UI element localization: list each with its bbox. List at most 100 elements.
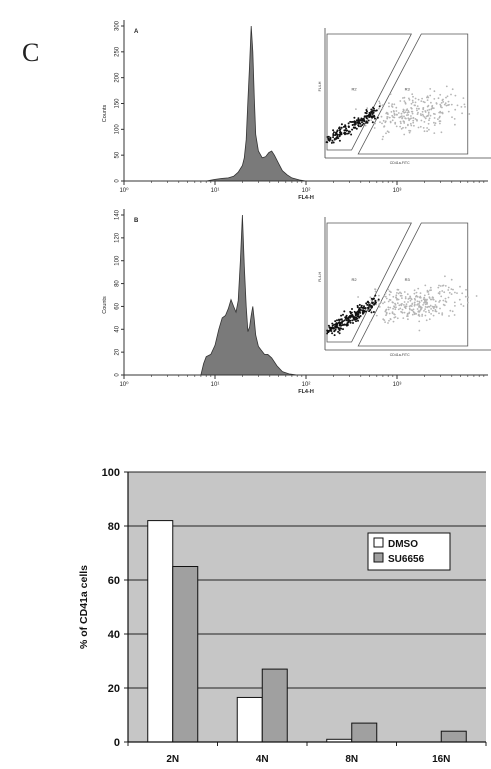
- x-tick-label: 10⁰: [119, 187, 129, 194]
- dot-r3: [402, 317, 405, 319]
- dot-r3: [413, 297, 416, 300]
- dot-r3: [464, 295, 467, 298]
- dot-r3: [395, 125, 398, 128]
- dot-r3: [454, 94, 457, 97]
- dot-r2: [351, 128, 354, 131]
- dot-r3: [460, 106, 463, 108]
- dot-r3: [384, 321, 386, 323]
- x-tick-label: 10⁰: [119, 381, 129, 388]
- dot-r3: [460, 303, 462, 306]
- dot-r3: [447, 100, 450, 103]
- y-tick-label: 0: [115, 179, 121, 183]
- y-axis-label: % of CD41a cells: [78, 565, 90, 649]
- dot-r3: [410, 298, 413, 301]
- dot-r3: [385, 132, 387, 135]
- histogram-panel-b: 0 20 40 60 80 100 120 140 10⁰ 10¹ 10² 10³ B FL4-H Coun…: [102, 209, 491, 395]
- dot-r2: [347, 316, 350, 319]
- dot-r2: [360, 304, 363, 307]
- dot-r3: [388, 105, 390, 108]
- dot-r3: [417, 310, 420, 312]
- dot-r3: [383, 125, 385, 128]
- dot-r3: [426, 298, 428, 301]
- dot-r3: [379, 121, 381, 123]
- dot-r2: [338, 139, 341, 142]
- dot-r3: [404, 126, 407, 129]
- dot-r3: [374, 288, 377, 291]
- dot-r3: [450, 103, 453, 106]
- dot-r2: [370, 306, 373, 309]
- dot-r3: [429, 304, 432, 307]
- dot-r3: [475, 295, 478, 297]
- dot-r3: [464, 106, 466, 108]
- dot-r3: [401, 308, 404, 311]
- dot-r3: [400, 115, 402, 118]
- y-tick-label: 250: [115, 46, 121, 57]
- dot-r3: [426, 301, 428, 304]
- dot-r2: [378, 105, 381, 108]
- dot-r3: [467, 296, 469, 299]
- dot-r3: [385, 312, 388, 315]
- dot-r3: [396, 302, 399, 305]
- dot-r3: [441, 312, 444, 314]
- dot-r3: [391, 119, 394, 122]
- dot-r2: [334, 326, 337, 329]
- dot-r3: [403, 122, 406, 124]
- dot-r3: [426, 127, 428, 129]
- dot-r3: [415, 107, 418, 110]
- dot-r3: [387, 300, 390, 303]
- dot-r2: [362, 122, 365, 125]
- dot-r3: [416, 308, 419, 310]
- dot-r3: [425, 311, 427, 313]
- dot-r3: [407, 318, 409, 321]
- dot-r3: [450, 288, 453, 290]
- dot-r3: [406, 293, 409, 296]
- dot-r2: [361, 312, 364, 315]
- dot-r3: [418, 320, 421, 323]
- dot-r2: [339, 318, 342, 321]
- dot-r2: [363, 305, 365, 308]
- bar-dmso-4n: [236, 696, 263, 743]
- dot-r3: [401, 297, 403, 299]
- dot-r3: [431, 305, 434, 308]
- dot-r3: [435, 310, 438, 313]
- dot-r2: [372, 106, 375, 109]
- dot-r3: [410, 102, 413, 105]
- dot-r2: [337, 137, 340, 140]
- dot-r3: [442, 98, 444, 101]
- gate-label-r2: R2: [352, 277, 358, 282]
- dot-r3: [390, 111, 393, 113]
- dot-r3: [400, 122, 402, 125]
- dot-r3: [422, 304, 424, 306]
- dot-r3: [424, 284, 427, 287]
- dot-r2: [332, 134, 335, 137]
- dot-r3: [424, 314, 427, 317]
- dot-r3: [440, 295, 443, 298]
- dot-r2: [345, 314, 348, 317]
- dot-r2: [373, 109, 376, 112]
- dot-r2: [339, 130, 342, 133]
- dot-r3: [442, 299, 445, 302]
- dot-r3: [444, 285, 447, 287]
- y-tick-label: 150: [115, 98, 121, 109]
- dot-r2: [335, 132, 338, 135]
- dot-r3: [389, 299, 392, 301]
- gate-label-r2: R2: [352, 86, 358, 91]
- dot-r3: [439, 104, 442, 107]
- dot-r2: [333, 138, 336, 141]
- dot-r2: [373, 115, 376, 118]
- dot-r3: [428, 128, 430, 131]
- dot-r3: [408, 307, 411, 310]
- legend-swatch-su6656: [373, 552, 384, 563]
- dot-r3: [438, 292, 441, 295]
- dot-r3: [391, 301, 394, 304]
- dot-r2: [340, 132, 343, 134]
- dot-r3: [408, 97, 410, 100]
- dot-r3: [378, 294, 380, 297]
- dot-r3: [385, 112, 388, 115]
- dot-r3: [392, 307, 394, 310]
- dot-r2: [352, 322, 354, 324]
- dot-r2: [365, 109, 368, 111]
- dot-r3: [423, 310, 425, 312]
- y-tick-label: 100: [115, 255, 121, 266]
